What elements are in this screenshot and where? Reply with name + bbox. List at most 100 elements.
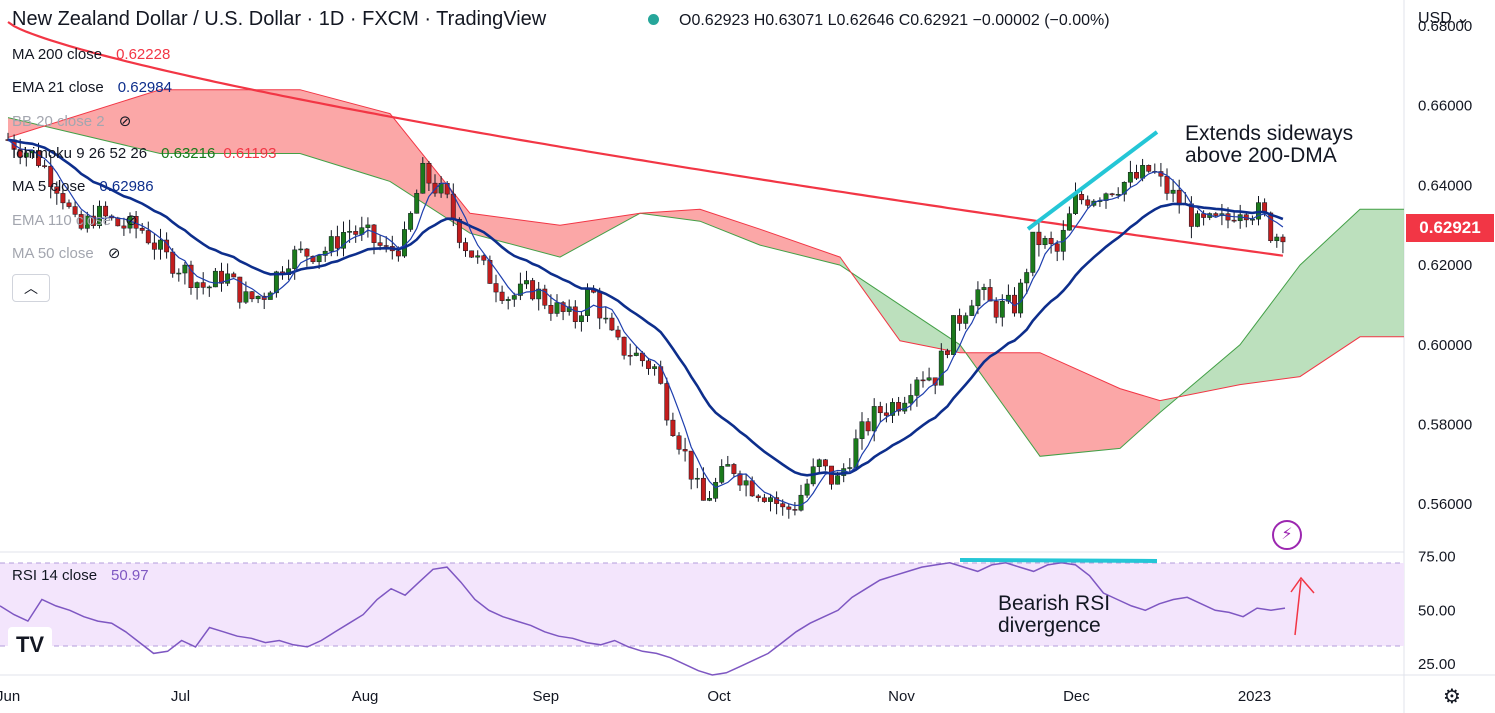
eye-off-icon[interactable]: ⊘ (114, 113, 132, 130)
candle-body (883, 412, 889, 416)
rsi-divergence-line[interactable] (959, 558, 1158, 563)
legend-label: EMA 21 close (12, 79, 104, 96)
annotation-rsi-divergence[interactable]: Bearish RSI divergence (998, 593, 1110, 637)
candle-body (206, 286, 212, 289)
candle-body (1195, 213, 1200, 227)
candle-body (42, 165, 48, 167)
candle-body (475, 255, 481, 258)
candle-body (1036, 231, 1042, 246)
candle-body (1079, 194, 1085, 201)
price-tick-label: 0.68000 (1418, 18, 1472, 35)
price-tick-label: 0.62000 (1418, 257, 1472, 274)
candle-body (731, 464, 737, 474)
cloud-segment (1040, 352, 1120, 457)
candle-body (1005, 294, 1011, 302)
price-tick-label: 0.58000 (1418, 416, 1472, 433)
candle-body (926, 377, 932, 381)
cloud-segment (470, 213, 560, 258)
price-axis[interactable]: 0.68000 0.66000 0.64000 0.62000 0.60000 0.580… (1418, 18, 1472, 513)
candle-body (835, 475, 841, 485)
time-axis[interactable]: Jun Jul Aug Sep Oct Nov Dec 2023 (0, 688, 1271, 705)
rsi-legend[interactable]: RSI 14 close 50.97 (12, 567, 149, 584)
candle-body (377, 242, 383, 246)
candle-body (633, 352, 639, 356)
candle-body (1268, 212, 1274, 242)
legend-item[interactable]: EMA 110 close ⊘ (12, 211, 138, 229)
price-trendline[interactable] (1026, 130, 1159, 231)
candle-body (414, 193, 420, 214)
candle-body (176, 272, 182, 275)
symbol-title[interactable]: New Zealand Dollar / U.S. Dollar · 1D · … (12, 8, 547, 30)
cloud-segment (1240, 265, 1300, 385)
candle-body (938, 350, 944, 386)
eye-off-icon[interactable]: ⊘ (103, 245, 121, 262)
candle-body (493, 283, 499, 293)
candle-body (90, 215, 96, 226)
legend-item[interactable]: EMA 21 close 0.62984 (12, 79, 172, 96)
candle-body (896, 402, 902, 412)
eye-off-icon[interactable]: ⊘ (120, 212, 138, 229)
candle-body (23, 152, 29, 158)
candle-body (48, 165, 54, 187)
candle-body (780, 503, 786, 508)
candle-body (981, 287, 987, 290)
candle-body (902, 402, 908, 412)
candle-body (847, 467, 853, 469)
rsi-axis[interactable]: 75.00 50.00 25.00 (1418, 548, 1456, 673)
gear-icon[interactable]: ⚙ (1443, 686, 1461, 708)
candle-body (768, 497, 773, 502)
legend-label: MA 200 close (12, 46, 103, 63)
legend-item[interactable]: MA 50 close ⊘ (12, 244, 120, 262)
candle-body (652, 366, 658, 369)
candle-body (999, 300, 1005, 318)
rsi-band (0, 563, 1404, 646)
candle-body (511, 295, 517, 300)
legend-item[interactable]: MA 5 close 0.62986 (12, 178, 154, 195)
annotation-line-1: Extends sideways (1185, 122, 1354, 145)
candle-body (97, 205, 102, 226)
legend-item[interactable]: BB 20 close 2 ⊘ (12, 112, 131, 130)
candle-body (1030, 231, 1036, 273)
time-tick-label: 2023 (1238, 688, 1271, 705)
candle-body (1170, 189, 1176, 194)
currency-selector[interactable]: USD ⌄ (1418, 8, 1470, 28)
candle-body (920, 379, 926, 382)
tradingview-logo-icon[interactable]: TV (8, 627, 52, 663)
price-tick-label: 0.56000 (1418, 496, 1472, 513)
candle-body (249, 291, 255, 300)
legend-label: MA 50 close (12, 245, 94, 262)
rsi-line (0, 562, 1286, 676)
legend-item[interactable]: Ichimoku 9 26 52 26 0.63216 0.61193 (12, 145, 276, 162)
candle-body (865, 421, 871, 432)
candle-body (1115, 194, 1121, 196)
candle-body (530, 280, 536, 300)
candle-body (212, 270, 218, 288)
price-tick-label: 0.60000 (1418, 337, 1472, 354)
candle-body (719, 466, 725, 483)
candle-body (103, 205, 109, 217)
candle-body (17, 149, 23, 158)
candle-body (749, 480, 755, 497)
candle-body (1042, 238, 1048, 246)
candle-body (743, 480, 749, 486)
rsi-tick-label: 75.00 (1418, 548, 1456, 565)
candle-body (66, 202, 72, 207)
cloud-segment (1120, 388, 1160, 449)
candle-body (145, 230, 151, 244)
candle-body (700, 477, 706, 501)
candle-body (402, 229, 407, 257)
chevron-up-icon[interactable]: ︿ (12, 274, 50, 302)
candle-body (908, 395, 914, 404)
candle-body (365, 224, 371, 228)
candle-body (597, 292, 603, 319)
rsi-up-arrow[interactable] (1290, 576, 1315, 636)
candle-body (463, 242, 468, 252)
annotation-sideways[interactable]: Extends sideways above 200-DMA (1185, 123, 1353, 167)
lightning-icon[interactable]: ⚡ (1272, 520, 1302, 550)
annotation-line-2: divergence (998, 614, 1101, 637)
candle-body (664, 383, 670, 421)
legend-item[interactable]: MA 200 close 0.62228 (12, 46, 170, 63)
candle-body (725, 464, 731, 467)
candle-body (944, 350, 950, 355)
